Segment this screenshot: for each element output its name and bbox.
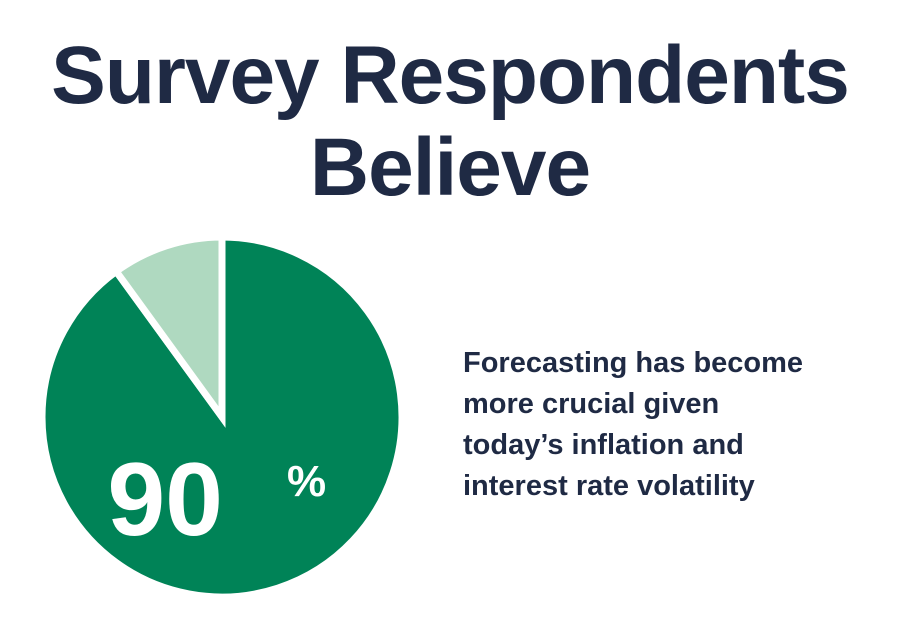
caption-line-3: today’s inflation and <box>463 429 744 461</box>
percentage-value: 90 <box>107 442 223 558</box>
percentage-unit: % <box>287 457 326 506</box>
title-line-1: Survey Respondents <box>51 30 850 121</box>
pie-slice-2 <box>111 233 226 428</box>
pie-slices <box>38 233 406 601</box>
caption-line-2: more crucial given <box>463 388 720 420</box>
caption-line-4: interest rate volatility <box>463 470 755 502</box>
caption-line-1: Forecasting has become <box>463 347 804 379</box>
title-line-2: Believe <box>309 122 591 213</box>
caption: Forecasting has become more crucial give… <box>463 343 883 507</box>
page-title: Survey Respondents Believe <box>0 30 900 214</box>
